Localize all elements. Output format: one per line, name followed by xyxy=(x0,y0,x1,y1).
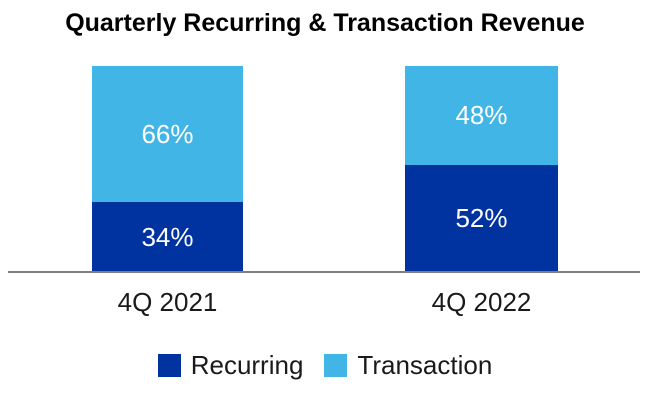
legend: Recurring Transaction xyxy=(0,352,650,378)
segment-recurring-4q-2021: 34% xyxy=(92,201,243,272)
stacked-bar-4q-2021: 66% 34% xyxy=(92,66,243,272)
legend-label-transaction: Transaction xyxy=(357,350,493,380)
legend-swatch-recurring xyxy=(157,353,181,377)
data-label-recurring-4q-2021: 34% xyxy=(141,221,194,252)
legend-item-transaction: Transaction xyxy=(324,352,492,378)
data-label-transaction-4q-2021: 66% xyxy=(141,118,194,149)
legend-swatch-transaction xyxy=(324,353,348,377)
data-label-transaction-4q-2022: 48% xyxy=(455,100,508,131)
data-label-recurring-4q-2022: 52% xyxy=(455,203,508,234)
stacked-bar-4q-2022: 48% 52% xyxy=(405,66,558,272)
legend-label-recurring: Recurring xyxy=(190,350,304,380)
chart-title: Quarterly Recurring & Transaction Revenu… xyxy=(65,9,585,37)
segment-recurring-4q-2022: 52% xyxy=(405,164,558,272)
x-tick-label-4q-2021: 4Q 2021 xyxy=(117,287,218,317)
segment-transaction-4q-2021: 66% xyxy=(92,66,243,202)
x-axis-line xyxy=(8,271,640,273)
legend-item-recurring: Recurring xyxy=(157,350,304,380)
x-tick-label-4q-2022: 4Q 2022 xyxy=(431,287,532,317)
segment-transaction-4q-2022: 48% xyxy=(405,66,558,165)
